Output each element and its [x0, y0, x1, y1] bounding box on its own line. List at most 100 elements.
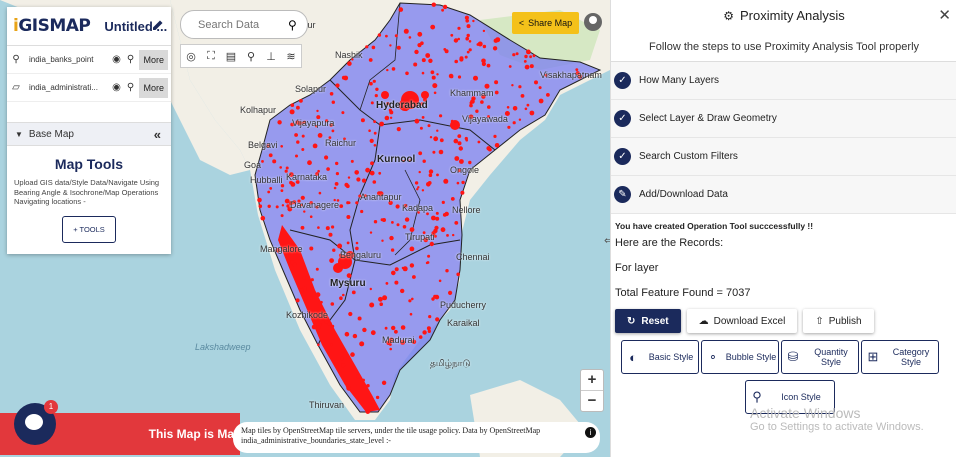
measure-icon[interactable]: ⊥: [266, 50, 276, 63]
bank-point-marker[interactable]: [398, 7, 404, 12]
bank-point-marker[interactable]: [435, 211, 439, 215]
bank-point-marker[interactable]: [518, 85, 522, 89]
bank-cluster-marker[interactable]: [421, 91, 429, 99]
bank-point-marker[interactable]: [529, 64, 534, 69]
bank-point-marker[interactable]: [524, 107, 528, 111]
bank-point-marker[interactable]: [340, 356, 344, 361]
bank-point-marker[interactable]: [286, 204, 290, 208]
bank-point-marker[interactable]: [459, 56, 464, 61]
bank-point-marker[interactable]: [428, 315, 432, 319]
reset-button[interactable]: ↻ Reset: [615, 309, 681, 333]
bank-point-marker[interactable]: [384, 115, 390, 121]
bank-point-marker[interactable]: [411, 297, 414, 301]
bank-point-marker[interactable]: [300, 203, 304, 207]
bank-point-marker[interactable]: [454, 221, 459, 225]
step-how-many-layers[interactable]: ✓ How Many Layers: [611, 62, 956, 100]
bank-point-marker[interactable]: [290, 103, 295, 107]
bank-point-marker[interactable]: [422, 231, 426, 235]
bank-point-marker[interactable]: [303, 210, 306, 213]
bank-point-marker[interactable]: [362, 327, 367, 333]
search-input[interactable]: [196, 17, 282, 32]
bank-point-marker[interactable]: [331, 129, 335, 133]
bank-point-marker[interactable]: [284, 169, 288, 173]
bank-point-marker[interactable]: [454, 156, 460, 161]
bank-point-marker[interactable]: [417, 31, 423, 37]
bank-point-marker[interactable]: [414, 118, 420, 124]
bank-point-marker[interactable]: [482, 29, 486, 33]
bank-point-marker[interactable]: [355, 246, 359, 251]
bank-point-marker[interactable]: [312, 143, 318, 149]
bank-point-marker[interactable]: [417, 186, 420, 189]
bank-point-marker[interactable]: [391, 67, 396, 71]
map-title[interactable]: Untitled ...: [104, 18, 168, 34]
bank-point-marker[interactable]: [394, 280, 399, 285]
bank-point-marker[interactable]: [350, 352, 355, 357]
bank-point-marker[interactable]: [482, 44, 487, 49]
bank-point-marker[interactable]: [284, 198, 290, 204]
bank-point-marker[interactable]: [309, 215, 313, 218]
bank-point-marker[interactable]: [394, 267, 399, 272]
bank-point-marker[interactable]: [277, 120, 282, 125]
bank-point-marker[interactable]: [450, 33, 454, 37]
edit-title-icon[interactable]: [151, 18, 165, 37]
bank-point-marker[interactable]: [361, 178, 367, 183]
bank-point-marker[interactable]: [436, 173, 439, 177]
bank-point-marker[interactable]: [487, 115, 490, 118]
add-tools-button[interactable]: + TOOLS: [62, 215, 116, 243]
bank-point-marker[interactable]: [506, 106, 510, 109]
bank-point-marker[interactable]: [377, 191, 382, 196]
bank-point-marker[interactable]: [577, 74, 583, 79]
bank-point-marker[interactable]: [435, 317, 440, 322]
bank-point-marker[interactable]: [453, 38, 459, 43]
bank-point-marker[interactable]: [575, 71, 580, 76]
bank-point-marker[interactable]: [347, 176, 351, 179]
bank-point-marker[interactable]: [422, 159, 426, 163]
search-box[interactable]: ⚲: [180, 10, 308, 39]
bank-point-marker[interactable]: [534, 80, 538, 85]
bank-point-marker[interactable]: [275, 205, 279, 209]
bank-point-marker[interactable]: [481, 94, 486, 99]
bank-point-marker[interactable]: [295, 120, 300, 125]
bank-point-marker[interactable]: [381, 380, 387, 385]
bank-cluster-marker[interactable]: [381, 91, 389, 99]
bank-point-marker[interactable]: [465, 36, 470, 41]
bank-point-marker[interactable]: [360, 118, 365, 123]
bank-point-marker[interactable]: [360, 209, 364, 214]
bank-point-marker[interactable]: [443, 48, 447, 51]
bank-point-marker[interactable]: [369, 302, 375, 308]
bank-point-marker[interactable]: [427, 329, 431, 333]
bank-point-marker[interactable]: [369, 81, 373, 86]
icon-style-button[interactable]: ⚲ Icon Style: [745, 380, 835, 414]
bank-point-marker[interactable]: [532, 54, 536, 58]
bank-point-marker[interactable]: [450, 75, 454, 79]
bank-point-marker[interactable]: [420, 102, 424, 106]
bank-point-marker[interactable]: [431, 2, 436, 7]
bank-point-marker[interactable]: [512, 53, 516, 57]
bank-point-marker[interactable]: [512, 106, 518, 111]
bank-point-marker[interactable]: [297, 199, 301, 203]
bank-point-marker[interactable]: [335, 172, 339, 176]
bank-point-marker[interactable]: [425, 53, 431, 58]
bank-point-marker[interactable]: [281, 204, 285, 207]
bank-point-marker[interactable]: [373, 120, 376, 123]
bank-point-marker[interactable]: [346, 273, 352, 278]
bank-point-marker[interactable]: [391, 270, 396, 276]
bank-point-marker[interactable]: [343, 137, 346, 141]
bank-point-marker[interactable]: [327, 321, 332, 326]
bank-point-marker[interactable]: [396, 45, 401, 50]
bank-point-marker[interactable]: [350, 159, 354, 163]
bank-point-marker[interactable]: [329, 123, 333, 127]
bank-point-marker[interactable]: [458, 146, 463, 151]
bank-point-marker[interactable]: [336, 199, 340, 202]
print-icon[interactable]: ▤: [225, 50, 237, 63]
bank-point-marker[interactable]: [388, 108, 392, 112]
bank-point-marker[interactable]: [431, 75, 436, 80]
bank-point-marker[interactable]: [307, 160, 312, 166]
bank-point-marker[interactable]: [391, 221, 394, 224]
bank-point-marker[interactable]: [324, 155, 329, 160]
bank-point-marker[interactable]: [296, 140, 300, 144]
bank-point-marker[interactable]: [275, 248, 281, 253]
bank-point-marker[interactable]: [385, 282, 389, 285]
bank-point-marker[interactable]: [320, 300, 323, 304]
bank-point-marker[interactable]: [355, 241, 359, 245]
